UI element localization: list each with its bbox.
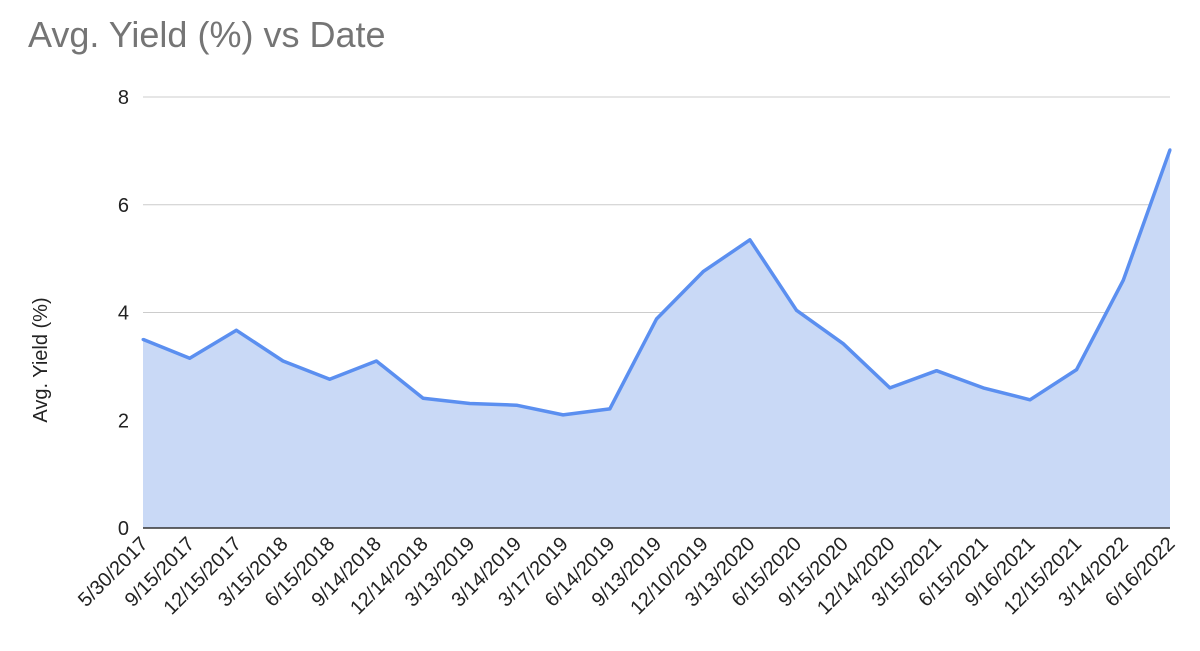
chart-title: Avg. Yield (%) vs Date: [28, 14, 386, 55]
data-point: [514, 403, 518, 407]
data-point: [1075, 368, 1079, 372]
y-tick-labels: 0 2 4 6 8: [118, 87, 129, 540]
data-point: [1028, 398, 1032, 402]
data-point: [328, 377, 332, 381]
data-point: [888, 386, 892, 390]
data-point: [935, 369, 939, 373]
data-point: [1121, 278, 1125, 282]
y-tick-label: 6: [118, 195, 129, 217]
data-point: [608, 407, 612, 411]
data-point: [1168, 148, 1172, 152]
data-point: [748, 238, 752, 242]
data-point: [188, 356, 192, 360]
data-point: [281, 359, 285, 363]
data-point: [655, 317, 658, 321]
y-tick-label: 0: [118, 518, 129, 540]
data-point: [234, 328, 238, 332]
data-point: [795, 308, 799, 312]
y-axis-label: Avg. Yield (%): [30, 297, 52, 422]
y-tick-label: 2: [118, 410, 129, 432]
data-point: [981, 386, 985, 390]
y-tick-label: 4: [118, 303, 129, 325]
data-point: [841, 342, 845, 346]
series-area-fill: [143, 149, 1170, 529]
y-tick-label: 8: [118, 87, 129, 109]
data-point: [701, 270, 705, 274]
x-tick-labels: 5/30/20179/15/201712/15/20173/15/20186/1…: [74, 533, 1179, 619]
data-point: [561, 413, 565, 417]
data-point: [141, 337, 145, 341]
data-point: [374, 359, 378, 363]
data-point: [468, 402, 472, 406]
data-point: [421, 396, 425, 400]
data-points: [141, 148, 1172, 417]
